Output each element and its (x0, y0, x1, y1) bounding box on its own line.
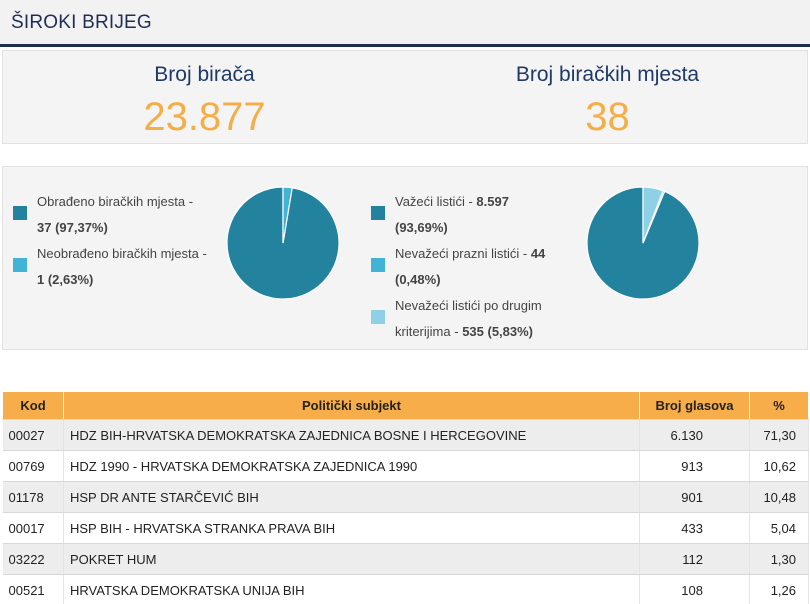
table-header-row: Kod Politički subjekt Broj glasova % (2, 391, 809, 420)
cell-code: 00027 (2, 419, 64, 451)
legend-other-label-1: Nevažeći listići po drugim (395, 298, 542, 313)
cell-subject: HSP BIH - HRVATSKA STRANKA PRAVA BIH (63, 512, 640, 544)
legend-swatch-blank (371, 258, 385, 272)
cell-votes: 112 (639, 543, 750, 575)
cell-code: 00769 (2, 450, 64, 482)
cell-votes: 901 (639, 481, 750, 513)
legend-processed-value: 37 (97,37%) (37, 220, 108, 235)
legend-swatch-other-invalid (371, 310, 385, 324)
cell-code: 00521 (2, 574, 64, 604)
legend-blank-pct: (0,48%) (395, 272, 441, 287)
table-row: 03222 POKRET HUM 112 1,30 (2, 543, 809, 575)
charts-panel: Obrađeno biračkih mjesta - 37 (97,37%) N… (2, 166, 808, 350)
pie-slice-unprocessed (282, 186, 293, 244)
table-row: 01178 HSP DR ANTE STARČEVIĆ BIH 901 10,4… (2, 481, 809, 513)
col-header-subject[interactable]: Politički subjekt (63, 391, 640, 420)
cell-subject: HDZ BIH-HRVATSKA DEMOKRATSKA ZAJEDNICA B… (63, 419, 640, 451)
pie-slice-other-invalid (642, 186, 664, 244)
legend-valid-count: 8.597 (476, 194, 509, 209)
cell-pct: 1,30 (749, 543, 809, 575)
cell-code: 03222 (2, 543, 64, 575)
col-header-code[interactable]: Kod (2, 391, 64, 420)
legend-blank-label: Nevažeći prazni listići - (395, 246, 528, 261)
legend-text-blank: Nevažeći prazni listići - 44 (0,48%) (395, 241, 545, 293)
legend-swatch-unprocessed (13, 258, 27, 272)
legend-valid-pct: (93,69%) (395, 220, 448, 235)
legend-swatch-valid (371, 206, 385, 220)
cell-votes: 433 (639, 512, 750, 544)
legend-valid-label: Važeći listići - (395, 194, 473, 209)
results-table: Kod Politički subjekt Broj glasova % 000… (2, 391, 809, 604)
cell-subject: POKRET HUM (63, 543, 640, 575)
stations-value: 38 (585, 95, 630, 139)
cell-code: 01178 (2, 481, 64, 513)
legend-swatch-processed (13, 206, 27, 220)
col-header-pct[interactable]: % (749, 391, 809, 420)
legend-text-processed: Obrađeno biračkih mjesta - 37 (97,37%) (37, 189, 193, 241)
voters-value: 23.877 (143, 95, 266, 139)
table-row: 00521 HRVATSKA DEMOKRATSKA UNIJA BIH 108… (2, 574, 809, 604)
cell-pct: 10,48 (749, 481, 809, 513)
legend-unprocessed-value: 1 (2,63%) (37, 272, 94, 287)
cell-subject: HSP DR ANTE STARČEVIĆ BIH (63, 481, 640, 513)
legend-other-value: 535 (5,83%) (462, 324, 534, 339)
stations-label: Broj biračkih mjesta (515, 63, 700, 86)
cell-pct: 1,26 (749, 574, 809, 604)
cell-pct: 10,62 (749, 450, 809, 482)
legend-text-unprocessed: Neobrađeno biračkih mjesta - 1 (2,63%) (37, 241, 207, 293)
pie-chart-ballots (586, 186, 700, 300)
cell-code: 00017 (2, 512, 64, 544)
legend-text-other-invalid: Nevažeći listići po drugim kriterijima -… (395, 293, 542, 345)
cell-subject: HRVATSKA DEMOKRATSKA UNIJA BIH (63, 574, 640, 604)
cell-votes: 6.130 (639, 419, 750, 451)
legend-other-label-2: kriterijima - (395, 324, 459, 339)
cell-votes: 913 (639, 450, 750, 482)
legend-processed-label: Obrađeno biračkih mjesta - (37, 194, 194, 209)
cell-subject: HDZ 1990 - HRVATSKA DEMOKRATSKA ZAJEDNIC… (63, 450, 640, 482)
table-row: 00027 HDZ BIH-HRVATSKA DEMOKRATSKA ZAJED… (2, 419, 809, 451)
cell-pct: 71,30 (749, 419, 809, 451)
table-row: 00017 HSP BIH - HRVATSKA STRANKA PRAVA B… (2, 512, 809, 544)
table-row: 00769 HDZ 1990 - HRVATSKA DEMOKRATSKA ZA… (2, 450, 809, 482)
legend-text-valid: Važeći listići - 8.597 (93,69%) (395, 189, 509, 241)
pie-chart-stations (226, 186, 340, 300)
page-title: ŠIROKI BRIJEG (11, 12, 152, 33)
municipality-header: ŠIROKI BRIJEG (0, 0, 810, 47)
voters-label: Broj birača (154, 63, 255, 86)
cell-votes: 108 (639, 574, 750, 604)
stats-panel: Broj birača 23.877 Broj biračkih mjesta … (2, 50, 808, 144)
legend-unprocessed-label: Neobrađeno biračkih mjesta - (37, 246, 207, 261)
col-header-votes[interactable]: Broj glasova (639, 391, 750, 420)
legend-blank-count: 44 (530, 246, 546, 261)
cell-pct: 5,04 (749, 512, 809, 544)
